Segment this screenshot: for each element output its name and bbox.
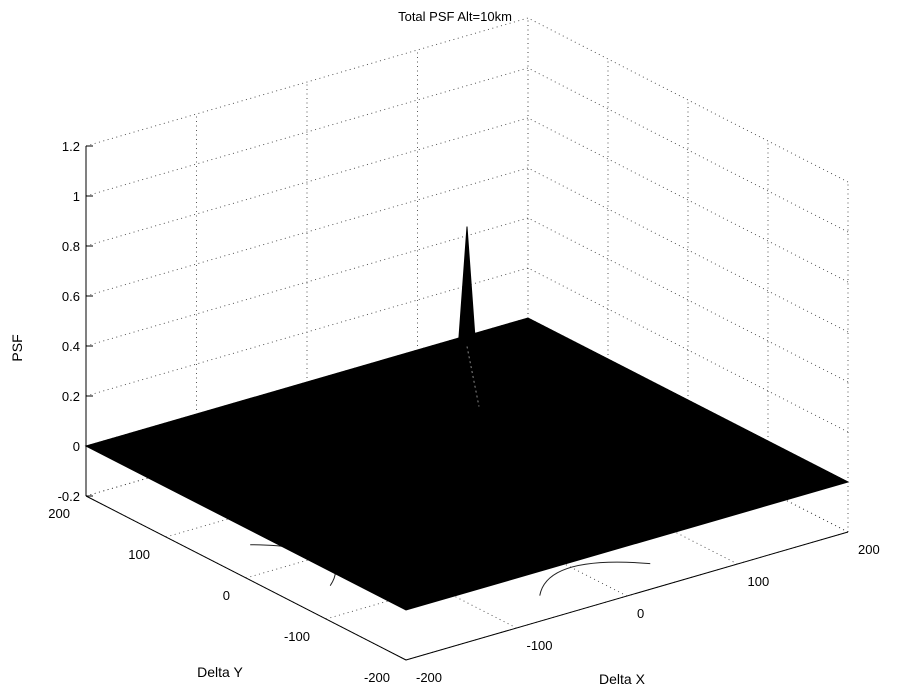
tick-labels: -0.2 0 0.2 0.4 0.6 0.8 1 1.2 -200 -100 0 100 200 -200…: [48, 139, 879, 685]
contour-line: [539, 561, 651, 596]
grid-line: [85, 167, 529, 297]
x-tick-label: 100: [748, 574, 770, 589]
z-tick-label: 0.2: [62, 389, 80, 404]
z-tick-label: 0.8: [62, 239, 80, 254]
y-tick-label: 100: [128, 547, 150, 562]
x-tick-label: -100: [527, 638, 553, 653]
x-axis-line: [405, 531, 849, 661]
grid-line: [527, 67, 849, 233]
x-tick-label: 0: [637, 606, 644, 621]
z-tick-label: 1.2: [62, 139, 80, 154]
surface: [84, 226, 850, 611]
y-tick-label: -100: [284, 629, 310, 644]
z-tick-label: 0.4: [62, 339, 80, 354]
grid-line: [85, 117, 529, 247]
grid-line: [527, 117, 849, 283]
z-tick-label: -0.2: [58, 489, 80, 504]
peak-highlight: [466, 346, 480, 407]
grid-line: [85, 67, 529, 197]
axis-lines: [85, 145, 849, 661]
y-axis-line: [85, 495, 407, 661]
z-tick-label: 0: [73, 439, 80, 454]
y-tick-label: 200: [48, 506, 70, 521]
z-axis-label: PSF: [9, 334, 25, 361]
z-tick-label: 0.6: [62, 289, 80, 304]
x-tick-label: -200: [416, 670, 442, 685]
chart-title: Total PSF Alt=10km: [398, 9, 512, 24]
y-tick-label: 0: [223, 588, 230, 603]
y-tick-label: -200: [364, 670, 390, 685]
x-tick-label: 200: [858, 542, 880, 557]
y-axis-label: Delta Y: [197, 664, 243, 680]
peak-spike: [449, 226, 485, 466]
grid-line: [85, 17, 529, 147]
z-tick-label: 1: [73, 189, 80, 204]
x-axis-label: Delta X: [599, 671, 646, 687]
grid-line: [85, 217, 529, 347]
